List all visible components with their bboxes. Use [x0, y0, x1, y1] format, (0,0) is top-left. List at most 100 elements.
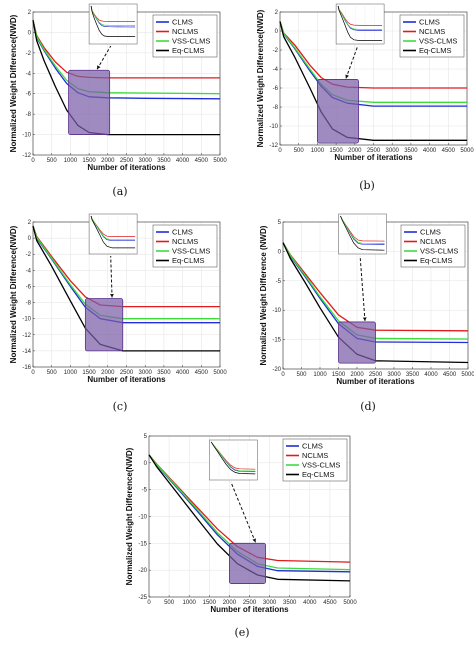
x-tick-label: 3500	[157, 158, 171, 164]
inset-frame	[88, 213, 138, 255]
y-tick-label: -4	[26, 268, 32, 274]
x-tick-label: 2000	[223, 600, 237, 606]
legend-label: NCLMS	[302, 451, 328, 460]
y-axis-label: Normalized Weight Difference(NWD)	[256, 9, 265, 147]
plot-frame	[148, 435, 351, 598]
x-tick-label: 0	[147, 600, 151, 606]
x-tick-label: 4000	[424, 372, 438, 378]
x-tick-label: 3000	[386, 148, 400, 154]
legend-label: CLMS	[420, 228, 441, 237]
chart-panel-3: 0 500 1000 1500 2000 2500 3000 3500 4000 4500 5000…	[9, 213, 227, 413]
y-tick-label: -12	[269, 143, 278, 149]
x-tick-label: 0	[31, 158, 35, 164]
y-axis-label: Normalized Weight Difference(NWD)	[9, 225, 18, 363]
zoom-arrow	[110, 255, 113, 298]
panel-caption: (e)	[234, 626, 249, 639]
y-tick-label: 2	[28, 10, 32, 16]
x-tick-label: 4500	[442, 148, 456, 154]
zoom-arrow-head	[97, 65, 101, 70]
series-line-eq-clms	[148, 454, 351, 582]
x-tick-label: 1500	[203, 600, 217, 606]
x-tick-label: 5000	[213, 158, 227, 164]
y-tick-label: -5	[276, 279, 282, 285]
x-tick-label: 4500	[443, 372, 457, 378]
y-tick-label: 0	[144, 461, 148, 467]
x-tick-label: 4000	[176, 370, 190, 376]
x-axis-label: Number of iterations	[87, 163, 166, 172]
zoom-arrow	[230, 481, 256, 543]
x-tick-label: 2500	[120, 370, 134, 376]
panel-caption: (d)	[360, 400, 376, 413]
x-tick-label: 0	[31, 370, 35, 376]
chart-panel-1: 0 500 1000 1500 2000 2500 3000 3500 4000 4500 5000…	[9, 3, 227, 198]
y-axis-label: Normalized Weight Difference (NWD)	[259, 225, 268, 365]
legend-label: Eq-CLMS	[172, 46, 205, 55]
x-tick-label: 2000	[348, 148, 362, 154]
chart-panel-2: 0 500 1000 1500 2000 2500 3000 3500 4000 4500 5000…	[256, 3, 474, 192]
y-axis-label: Normalized Weight Difference(NWD)	[9, 14, 18, 152]
y-tick-label: -4	[273, 67, 279, 73]
y-tick-label: -6	[26, 284, 32, 290]
x-tick-label: 500	[164, 600, 175, 606]
legend-label: CLMS	[172, 18, 193, 27]
y-tick-label: -8	[273, 105, 279, 111]
x-tick-label: 4000	[423, 148, 437, 154]
x-tick-label: 1000	[311, 148, 325, 154]
inset-line-eq-clms	[340, 215, 385, 251]
x-tick-label: 0	[278, 148, 282, 154]
inset-frame	[209, 439, 258, 481]
x-tick-label: 2500	[120, 158, 134, 164]
panel-caption: (a)	[112, 185, 127, 198]
zoom-region	[68, 69, 111, 135]
inset-line-vss-clms	[211, 441, 256, 472]
legend-label: Eq-CLMS	[420, 256, 453, 265]
y-tick-label: -8	[26, 112, 32, 118]
zoom-region	[316, 79, 359, 144]
legend-label: Eq-CLMS	[302, 470, 335, 479]
x-tick-label: 5000	[213, 370, 227, 376]
legend-label: CLMS	[172, 228, 193, 237]
y-tick-label: -8	[26, 301, 32, 307]
zoom-arrow	[345, 45, 359, 79]
x-tick-label: 1000	[64, 158, 78, 164]
x-tick-label: 500	[47, 370, 58, 376]
inset-line-eq-clms	[210, 441, 256, 475]
inset-line-vss-clms	[340, 215, 385, 244]
zoom-inset	[88, 213, 138, 255]
y-tick-label: -16	[22, 365, 31, 371]
x-tick-label: 3500	[157, 370, 171, 376]
chart-panel-4: 0 500 1000 1500 2000 2500 3000 3500 4000 4500 5000…	[259, 213, 474, 413]
y-tick-label: -4	[26, 71, 32, 77]
legend-label: NCLMS	[172, 237, 198, 246]
inset-line-vss-clms	[337, 5, 383, 30]
x-tick-label: 1500	[82, 158, 96, 164]
inset-line-eq-clms	[337, 5, 383, 41]
y-tick-label: -2	[26, 51, 32, 57]
y-tick-label: -12	[22, 153, 31, 159]
y-tick-label: -15	[272, 338, 281, 344]
x-tick-label: 500	[294, 148, 305, 154]
x-tick-label: 1000	[313, 372, 327, 378]
y-tick-label: 5	[144, 434, 148, 440]
zoom-region	[228, 542, 266, 584]
inset-line-eq-clms	[90, 215, 136, 249]
y-axis-label: Normalized Weight Difference(NWD)	[125, 447, 134, 585]
legend-label: NCLMS	[420, 237, 446, 246]
x-tick-label: 500	[296, 372, 307, 378]
y-tick-label: 0	[28, 236, 32, 242]
y-tick-label: 0	[28, 30, 32, 36]
zoom-arrow-head	[362, 317, 367, 321]
x-tick-label: 3000	[387, 372, 401, 378]
legend-label: VSS-CLMS	[172, 247, 210, 256]
y-tick-label: -6	[273, 86, 279, 92]
y-tick-label: -12	[22, 333, 31, 339]
y-tick-label: -10	[22, 133, 31, 139]
y-tick-label: -14	[22, 349, 31, 355]
x-tick-label: 3000	[263, 600, 277, 606]
y-tick-label: -10	[22, 317, 31, 323]
legend-label: Eq-CLMS	[172, 256, 205, 265]
